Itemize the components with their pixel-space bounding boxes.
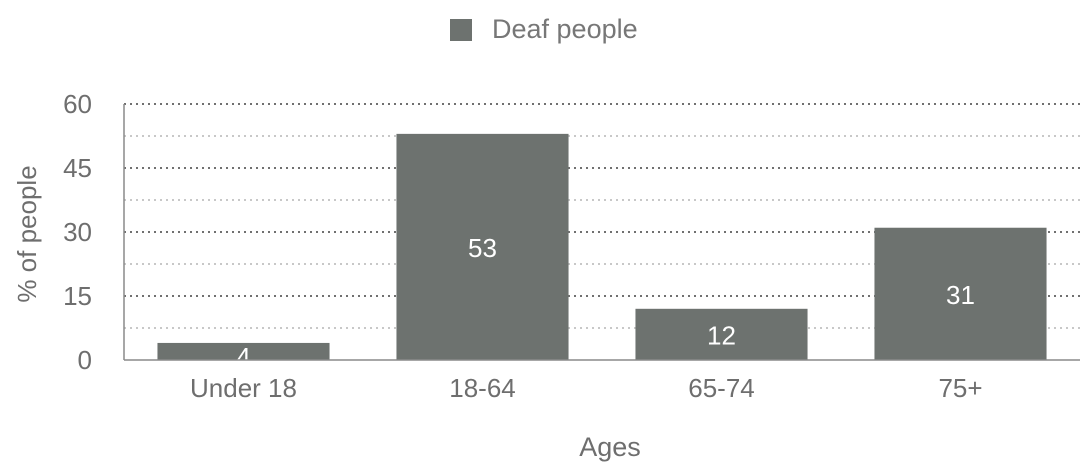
y-axis-label: % of people: [12, 165, 42, 302]
y-tick-label: 15: [63, 281, 92, 311]
bars: 4 53 12 31: [157, 133, 1047, 372]
x-tick-label: 18-64: [449, 373, 516, 403]
y-tick-labels: 0 15 30 45 60: [63, 89, 92, 375]
legend-swatch: [450, 18, 472, 41]
bar-value-label: 31: [946, 280, 975, 310]
bar-value-label: 53: [468, 233, 497, 263]
x-tick-label: 65-74: [688, 373, 755, 403]
y-tick-label: 45: [63, 153, 92, 183]
legend: Deaf people: [450, 14, 638, 45]
x-axis-label: Ages: [579, 432, 641, 462]
bar-value-label: 12: [707, 320, 736, 350]
legend-label: Deaf people: [492, 14, 638, 44]
y-tick-label: 60: [63, 89, 92, 119]
x-tick-label: 75+: [938, 373, 982, 403]
bar: [635, 308, 808, 360]
x-tick-labels: Under 18 18-64 65-74 75+: [190, 373, 983, 403]
bar: [874, 227, 1047, 360]
x-tick-label: Under 18: [190, 373, 297, 403]
bar: [396, 133, 569, 360]
y-tick-label: 30: [63, 217, 92, 247]
bar-value-label: 4: [236, 342, 250, 372]
bar: [157, 342, 330, 360]
y-tick-label: 0: [78, 345, 92, 375]
